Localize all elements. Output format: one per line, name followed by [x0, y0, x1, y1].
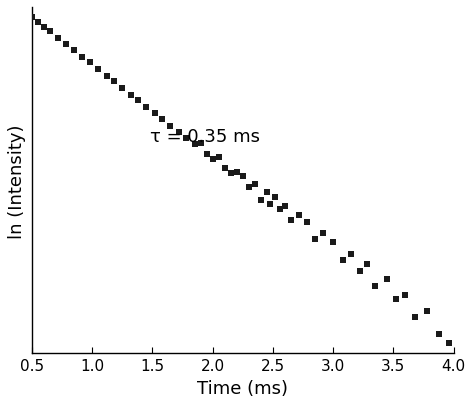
Point: [28, 15, 36, 21]
Point: [182, 135, 190, 142]
Point: [103, 73, 110, 80]
Point: [158, 117, 166, 123]
Point: [167, 123, 174, 130]
Point: [251, 182, 259, 188]
Point: [303, 220, 310, 226]
Point: [281, 203, 289, 210]
Point: [272, 194, 279, 201]
Point: [62, 41, 69, 48]
Point: [423, 307, 431, 314]
Point: [34, 20, 42, 26]
Point: [127, 92, 135, 98]
Point: [239, 173, 246, 179]
X-axis label: Time (ms): Time (ms): [197, 379, 288, 396]
Text: τ = 0.35 ms: τ = 0.35 ms: [150, 128, 260, 146]
Point: [245, 184, 253, 191]
Point: [203, 151, 210, 158]
Point: [296, 213, 303, 219]
Point: [263, 189, 271, 196]
Point: [215, 154, 222, 160]
Point: [339, 258, 346, 264]
Point: [383, 277, 391, 283]
Point: [110, 79, 118, 85]
Point: [411, 314, 419, 320]
Point: [319, 230, 327, 237]
Point: [401, 292, 409, 298]
Point: [227, 170, 235, 177]
Y-axis label: ln (Intensity): ln (Intensity): [9, 124, 27, 238]
Point: [86, 60, 93, 66]
Point: [233, 169, 240, 175]
Point: [40, 24, 48, 31]
Point: [363, 262, 371, 268]
Point: [175, 130, 182, 136]
Point: [356, 268, 364, 275]
Point: [151, 111, 159, 117]
Point: [276, 206, 284, 213]
Point: [118, 85, 126, 92]
Point: [257, 198, 264, 204]
Point: [197, 141, 204, 147]
Point: [435, 331, 443, 338]
Point: [287, 217, 295, 224]
Point: [209, 156, 217, 162]
Point: [94, 67, 102, 73]
Point: [221, 165, 228, 172]
Point: [311, 236, 319, 242]
Point: [267, 201, 274, 208]
Point: [143, 104, 150, 111]
Point: [191, 142, 198, 148]
Point: [445, 340, 453, 347]
Point: [372, 283, 379, 290]
Point: [70, 48, 78, 54]
Point: [392, 296, 400, 303]
Point: [79, 54, 86, 61]
Point: [46, 29, 54, 36]
Point: [55, 36, 62, 42]
Point: [134, 98, 142, 104]
Point: [347, 251, 355, 258]
Point: [329, 239, 337, 245]
